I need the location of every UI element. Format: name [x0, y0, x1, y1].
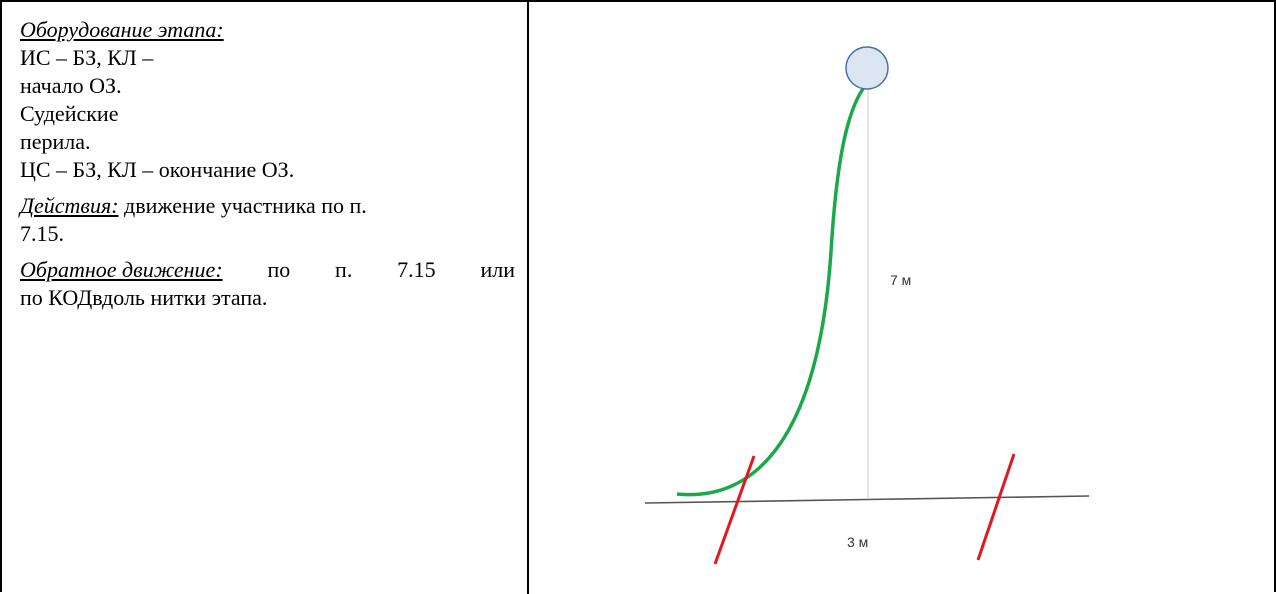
rope-curve: [676, 84, 867, 497]
stage-diagram: 7 м 3 м: [644, 46, 1090, 565]
control-line-start: [713, 455, 756, 565]
return-heading: Обратное движение:: [20, 257, 223, 282]
width-label: 3 м: [847, 534, 868, 550]
actions-paragraph: Действия: движение участника по п. 7.15.: [20, 192, 515, 248]
ground-line: [644, 495, 1090, 504]
stage-diagram-cell: 7 м 3 м: [529, 2, 1274, 594]
actions-heading: Действия:: [20, 193, 119, 218]
equipment-heading: Оборудование этапа:: [20, 17, 224, 42]
return-word: п.: [335, 257, 353, 282]
return-word: 7.15: [397, 257, 436, 282]
actions-text: движение участника по п.: [124, 193, 367, 218]
control-line-end: [976, 453, 1016, 561]
equipment-line: ЦС – БЗ, КЛ – окончание ОЗ.: [20, 157, 295, 182]
return-paragraph: Обратное движение: по п. 7.15 или по КОД…: [20, 256, 515, 312]
column-divider: [527, 2, 529, 594]
equipment-line: ИС – БЗ, КЛ –: [20, 45, 154, 70]
return-text-continued: по КОДвдоль нитки этапа.: [20, 285, 268, 310]
return-word: или: [480, 257, 515, 282]
equipment-line: перила.: [20, 129, 91, 154]
stage-description-cell: Оборудование этапа: ИС – БЗ, КЛ – начало…: [20, 16, 515, 312]
equipment-line: начало ОЗ.: [20, 73, 122, 98]
height-label: 7 м: [890, 272, 911, 288]
equipment-line: Судейские: [20, 101, 119, 126]
return-word: по: [267, 257, 291, 282]
actions-text-continued: 7.15.: [20, 221, 64, 246]
anchor-circle: [845, 46, 889, 90]
